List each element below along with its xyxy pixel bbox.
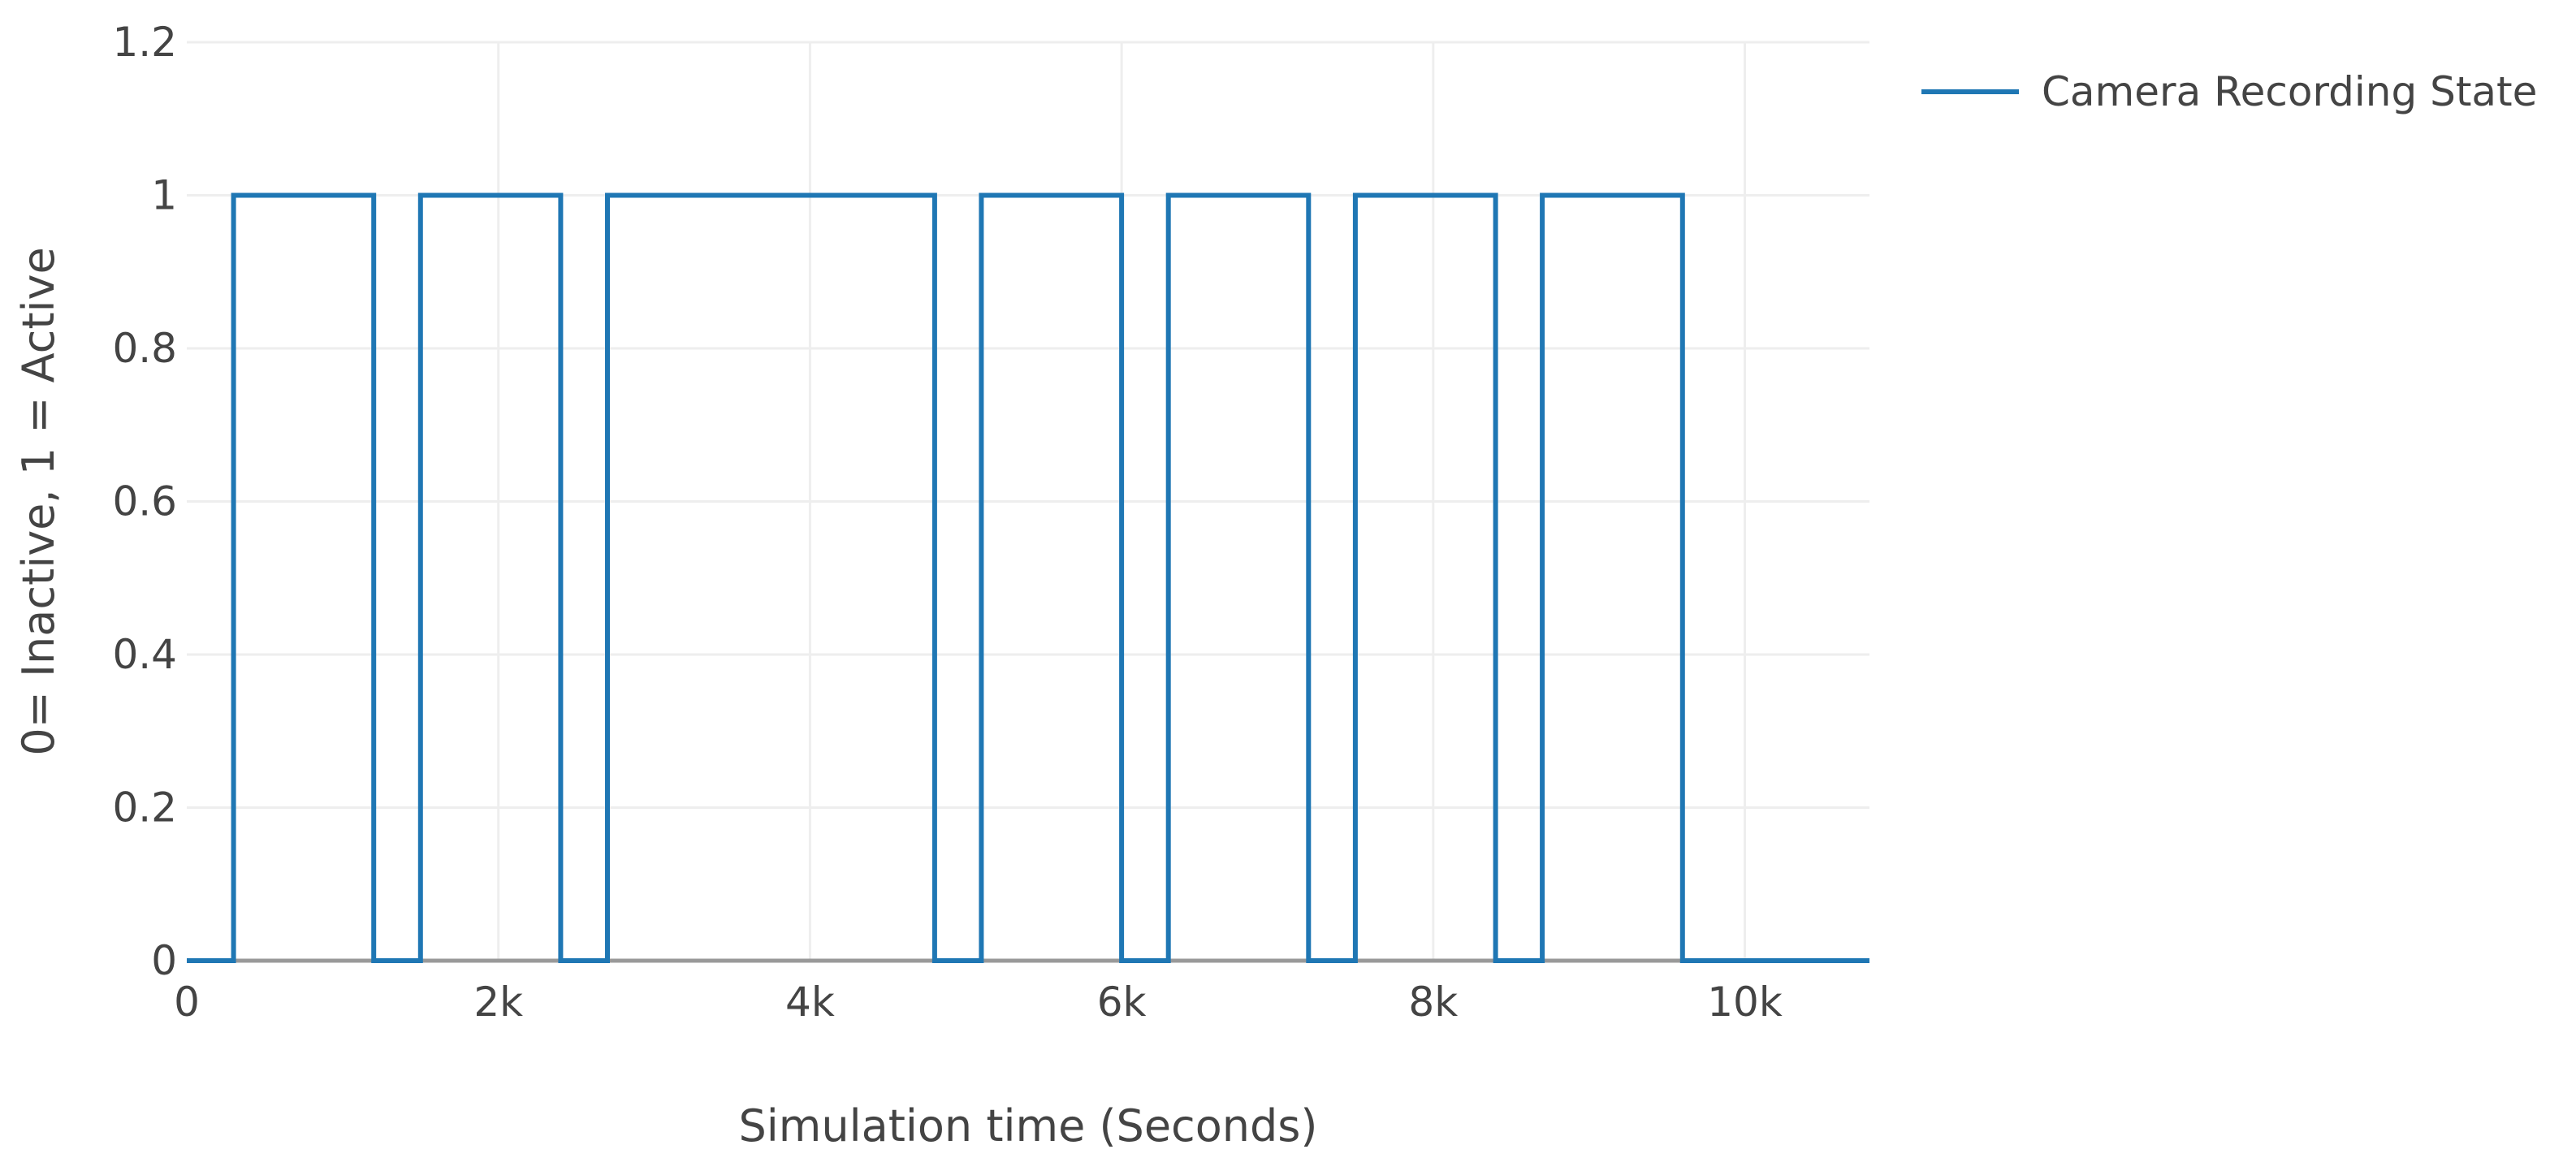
y-tick-label: 1.2 bbox=[112, 19, 177, 66]
x-tick-label: 0 bbox=[174, 979, 200, 1026]
grid-layer bbox=[187, 41, 1869, 961]
y-tick-label: 0.4 bbox=[112, 631, 177, 678]
y-tick-label: 1 bbox=[151, 172, 177, 219]
series-line-0 bbox=[187, 192, 1869, 963]
y-tick-label: 0 bbox=[151, 937, 177, 984]
x-tick-label: 8k bbox=[1408, 979, 1458, 1026]
legend-label[interactable]: Camera Recording State bbox=[2042, 68, 2537, 115]
x-tick-label: 4k bbox=[785, 979, 835, 1026]
series-layer bbox=[187, 192, 1869, 963]
y-tick-label: 0.2 bbox=[112, 784, 177, 832]
x-tick-label: 2k bbox=[473, 979, 523, 1026]
legend[interactable]: Camera Recording State bbox=[1921, 68, 2537, 115]
x-tick-label: 10k bbox=[1707, 979, 1783, 1026]
y-tick-label: 0.8 bbox=[112, 325, 177, 372]
x-tick-label: 6k bbox=[1097, 979, 1147, 1026]
label-layer: 0 2k 4k 6k 8k 10k 0 0.2 0.4 0.6 0.8 1 1.2 Simulation … bbox=[13, 19, 1783, 1152]
y-axis-title: 0= Inactive, 1 = Active bbox=[13, 247, 64, 755]
y-tick-label: 0.6 bbox=[112, 478, 177, 525]
x-axis-title: Simulation time (Seconds) bbox=[739, 1100, 1318, 1152]
